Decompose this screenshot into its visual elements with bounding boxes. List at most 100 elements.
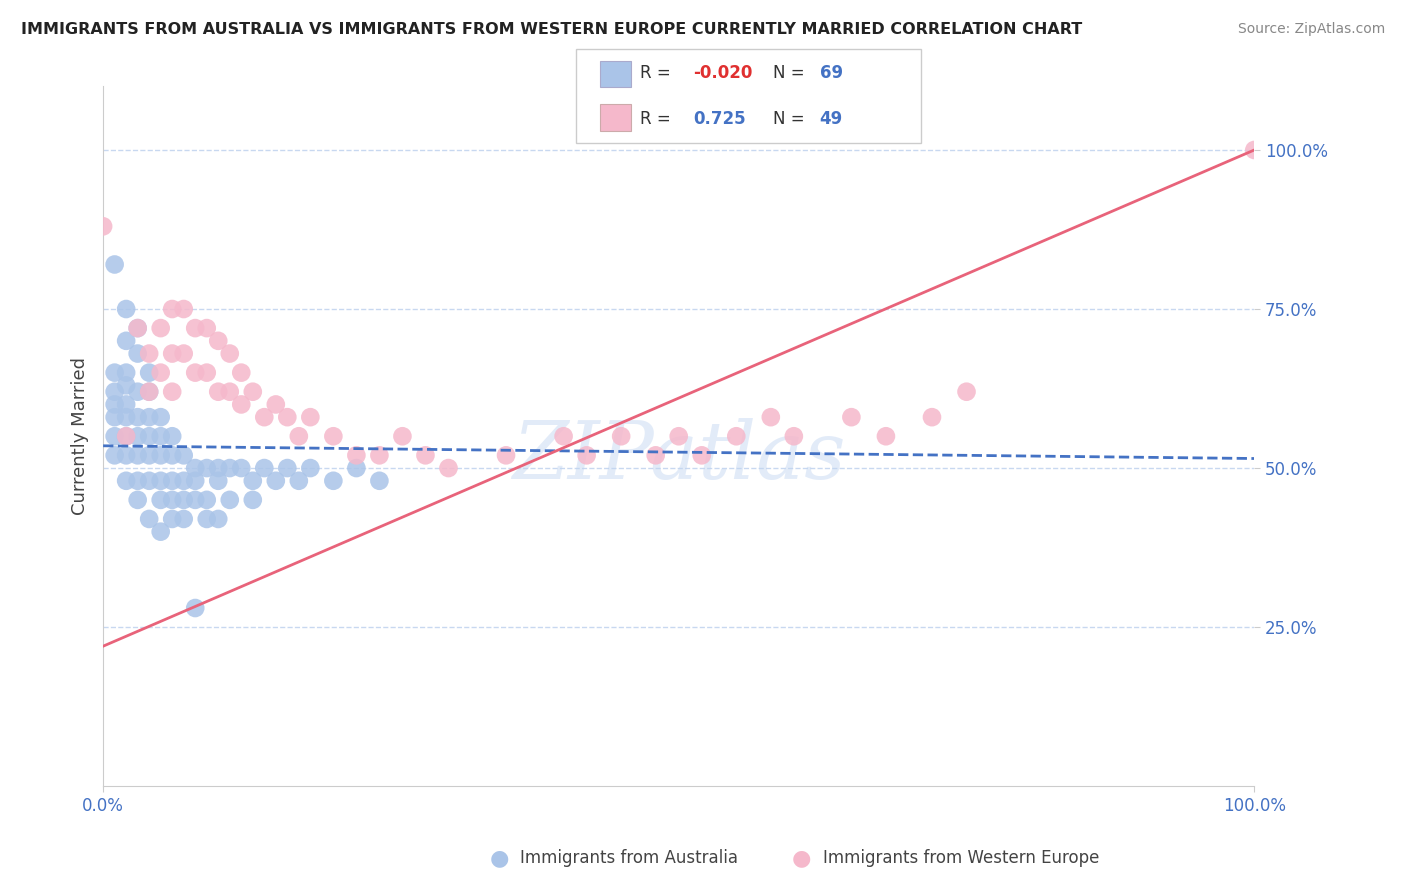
Point: [195, 461, 218, 475]
Point: [160, 384, 183, 399]
Point: [322, 429, 344, 443]
Point: [173, 301, 195, 316]
Text: 49: 49: [820, 110, 844, 128]
Point: [231, 397, 253, 411]
Point: [207, 461, 229, 475]
Point: [668, 429, 690, 443]
Point: [138, 512, 160, 526]
Point: [104, 429, 127, 443]
Point: [160, 474, 183, 488]
Text: IMMIGRANTS FROM AUSTRALIA VS IMMIGRANTS FROM WESTERN EUROPE CURRENTLY MARRIED CO: IMMIGRANTS FROM AUSTRALIA VS IMMIGRANTS …: [21, 22, 1083, 37]
Point: [127, 448, 149, 462]
Point: [184, 492, 207, 507]
Point: [207, 384, 229, 399]
Point: [160, 492, 183, 507]
Point: [160, 346, 183, 360]
Point: [253, 461, 276, 475]
Text: Source: ZipAtlas.com: Source: ZipAtlas.com: [1237, 22, 1385, 37]
Point: [218, 346, 240, 360]
Point: [344, 461, 367, 475]
Point: [138, 474, 160, 488]
Point: [184, 474, 207, 488]
Text: R =: R =: [640, 64, 676, 82]
Text: 0.725: 0.725: [693, 110, 745, 128]
Point: [288, 429, 311, 443]
Point: [253, 410, 276, 425]
Point: [207, 334, 229, 348]
Text: ●: ●: [489, 848, 509, 868]
Point: [138, 366, 160, 380]
Point: [115, 366, 138, 380]
Point: [288, 474, 311, 488]
Text: -0.020: -0.020: [693, 64, 752, 82]
Point: [160, 512, 183, 526]
Point: [173, 346, 195, 360]
Point: [149, 366, 172, 380]
Point: [149, 429, 172, 443]
Point: [415, 448, 437, 462]
Point: [195, 492, 218, 507]
Point: [115, 378, 138, 392]
Point: [127, 410, 149, 425]
Point: [875, 429, 897, 443]
Point: [242, 492, 264, 507]
Point: [115, 429, 138, 443]
Point: [173, 474, 195, 488]
Point: [127, 321, 149, 335]
Point: [759, 410, 782, 425]
Point: [173, 512, 195, 526]
Point: [160, 301, 183, 316]
Point: [149, 492, 172, 507]
Text: Immigrants from Australia: Immigrants from Australia: [520, 849, 738, 867]
Point: [725, 429, 748, 443]
Point: [115, 397, 138, 411]
Point: [207, 512, 229, 526]
Point: [921, 410, 943, 425]
Point: [160, 429, 183, 443]
Point: [104, 384, 127, 399]
Point: [104, 366, 127, 380]
Point: [127, 429, 149, 443]
Text: Immigrants from Western Europe: Immigrants from Western Europe: [823, 849, 1099, 867]
Point: [138, 384, 160, 399]
Point: [104, 448, 127, 462]
Point: [184, 321, 207, 335]
Point: [575, 448, 598, 462]
Point: [115, 448, 138, 462]
Point: [218, 461, 240, 475]
Point: [195, 512, 218, 526]
Point: [299, 461, 322, 475]
Text: N =: N =: [773, 110, 810, 128]
Point: [242, 384, 264, 399]
Point: [207, 474, 229, 488]
Point: [115, 410, 138, 425]
Point: [138, 429, 160, 443]
Point: [127, 321, 149, 335]
Point: [218, 384, 240, 399]
Point: [184, 461, 207, 475]
Point: [437, 461, 460, 475]
Point: [610, 429, 633, 443]
Point: [160, 448, 183, 462]
Point: [138, 448, 160, 462]
Point: [115, 429, 138, 443]
Point: [955, 384, 977, 399]
Point: [149, 321, 172, 335]
Point: [184, 366, 207, 380]
Text: N =: N =: [773, 64, 810, 82]
Point: [391, 429, 413, 443]
Point: [690, 448, 713, 462]
Point: [276, 410, 298, 425]
Point: [115, 301, 138, 316]
Point: [242, 474, 264, 488]
Point: [127, 384, 149, 399]
Point: [91, 219, 114, 234]
Point: [173, 492, 195, 507]
Point: [231, 366, 253, 380]
Point: [115, 334, 138, 348]
Point: [276, 461, 298, 475]
Point: [368, 474, 391, 488]
Point: [104, 258, 127, 272]
Point: [127, 492, 149, 507]
Point: [841, 410, 863, 425]
